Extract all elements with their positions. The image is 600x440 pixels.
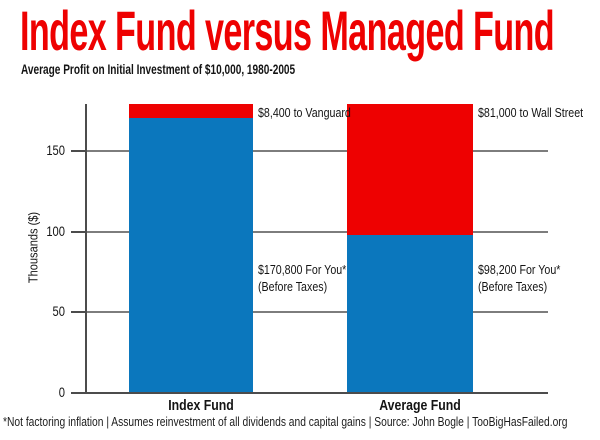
y-tick-label: 100 [46, 222, 65, 239]
gridline [85, 150, 548, 153]
bar-annotation: $170,800 For You* (Before Taxes) [258, 262, 346, 295]
gridline [85, 230, 548, 233]
annotation-line: $98,200 For You* [478, 262, 561, 277]
y-axis-tick [71, 230, 85, 233]
bar-annotation: $8,400 to Vanguard [258, 105, 351, 122]
annotation-line: $8,400 to Vanguard [258, 104, 351, 120]
y-axis-line [85, 104, 87, 393]
chart-title: Index Fund versus Managed Fund [20, 0, 555, 62]
footnote: *Not factoring inflation | Assumes reinv… [3, 414, 568, 429]
bar-profit-segment [347, 234, 473, 393]
y-axis-title: Thousands ($) [25, 211, 41, 284]
y-tick-label: 50 [52, 303, 65, 320]
category-label: Average Fund [379, 397, 461, 414]
y-tick-label: 150 [46, 142, 65, 159]
y-tick-label: 0 [58, 384, 65, 400]
annotation-line: $81,000 to Wall Street [478, 105, 584, 120]
annotation-line: $170,800 For You* [258, 262, 347, 277]
chart-subtitle: Average Profit on Initial Investment of … [21, 61, 296, 77]
annotation-line: (Before Taxes) [258, 278, 328, 294]
bar-annotation: $81,000 to Wall Street [478, 105, 583, 122]
x-axis-line [71, 392, 548, 394]
y-axis-tick [71, 311, 85, 314]
plot-area: 0 50 100 150 Index Fund Average Fund $8,400 to… [46, 104, 583, 414]
bar-annotation: $98,200 For You* (Before Taxes) [478, 262, 560, 295]
category-label: Index Fund [168, 397, 234, 414]
bar-fees-segment [129, 104, 253, 118]
bar-profit-segment [129, 117, 253, 393]
y-axis-tick [71, 150, 85, 153]
annotation-line: (Before Taxes) [478, 278, 548, 294]
bar-fees-segment [347, 104, 473, 235]
gridline [85, 311, 548, 314]
